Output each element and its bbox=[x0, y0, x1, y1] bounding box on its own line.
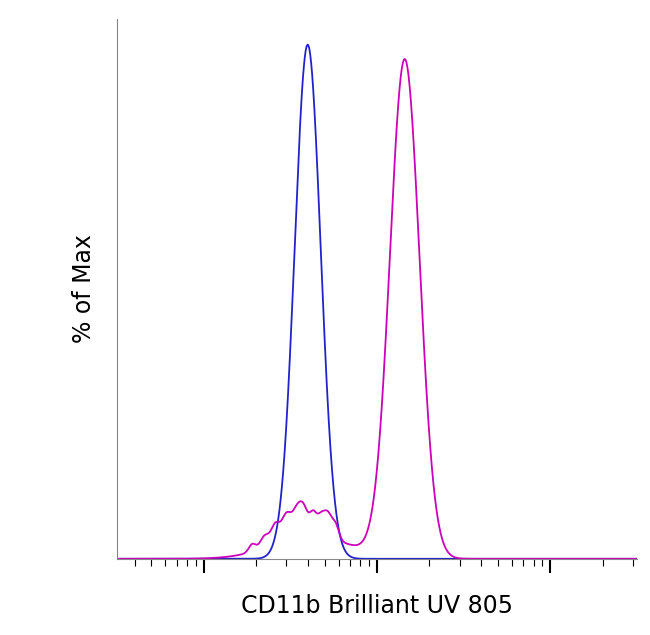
X-axis label: CD11b Brilliant UV 805: CD11b Brilliant UV 805 bbox=[241, 594, 513, 618]
Y-axis label: % of Max: % of Max bbox=[72, 234, 96, 344]
